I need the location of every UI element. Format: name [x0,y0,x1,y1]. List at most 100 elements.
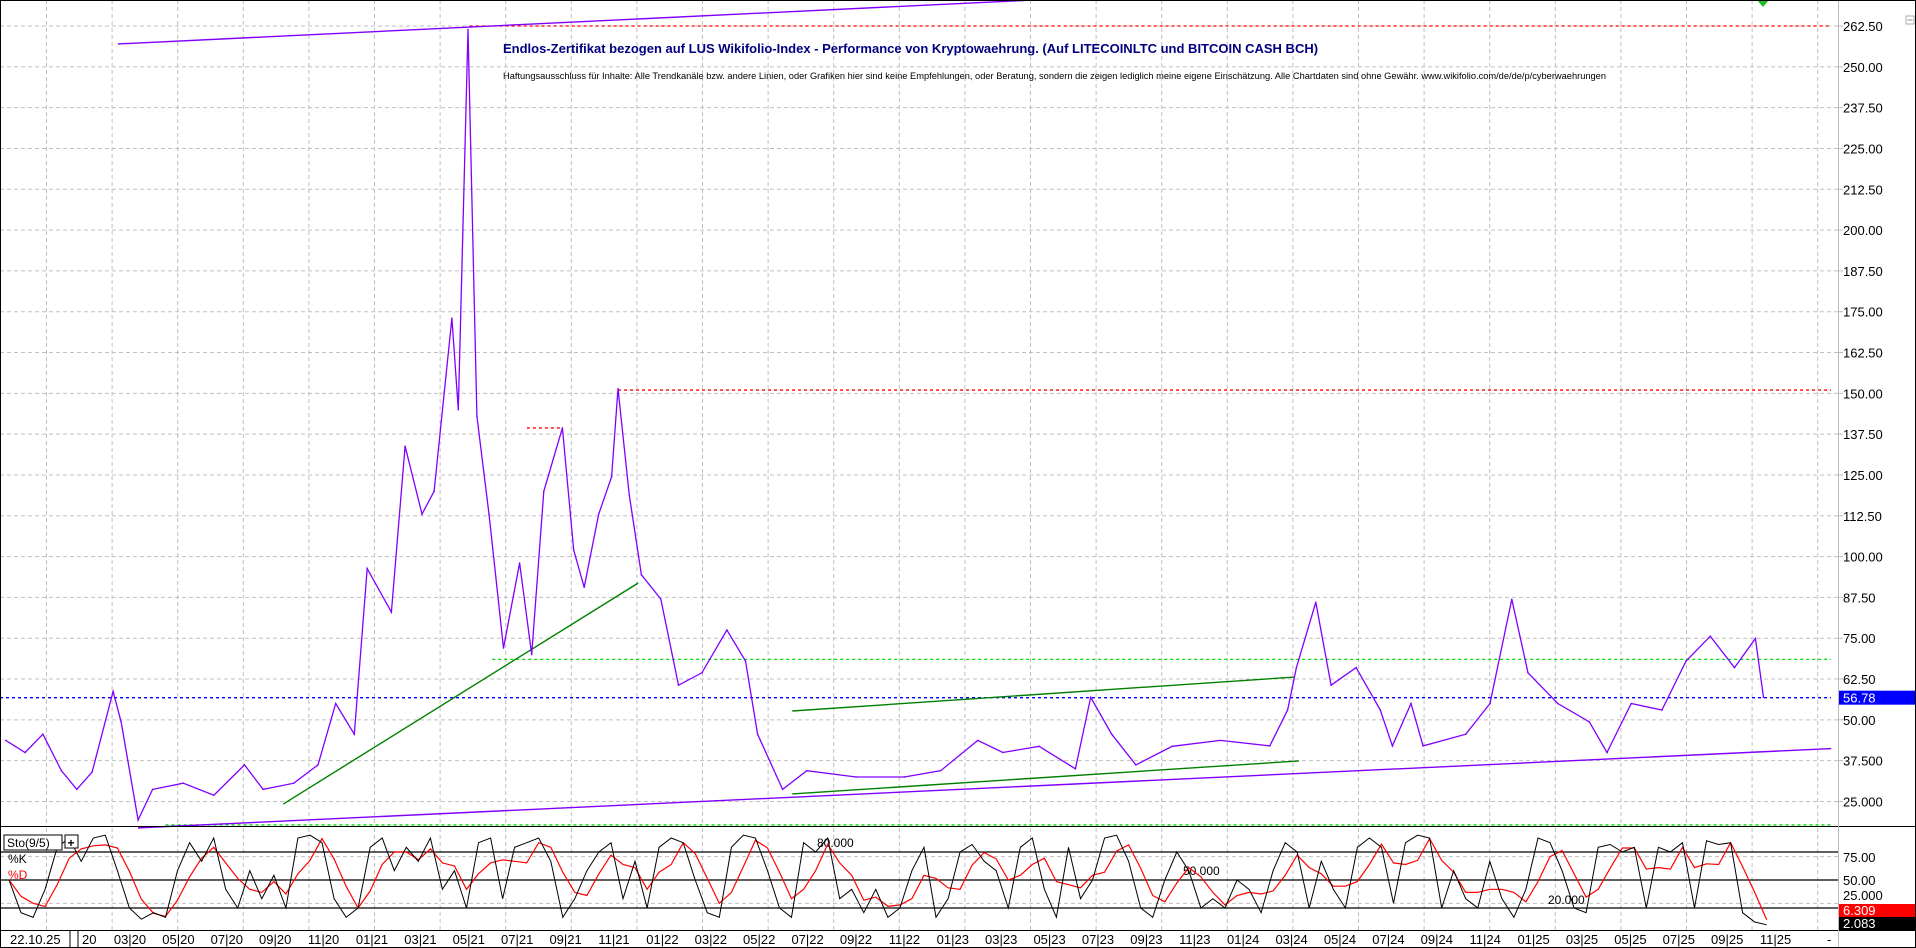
green-triangle-icon[interactable] [1757,0,1769,7]
y-tick-label: 162.50 [1843,346,1883,361]
y-tick-label: 200.00 [1843,223,1883,238]
x-tick-label: 05|25 [1614,932,1646,947]
x-tick-label: 07|25 [1663,932,1695,947]
last-price-label: 56.78 [1838,690,1916,706]
x-tick-label: 11|20 [308,932,339,947]
stoch-tick-label: 25.000 [1843,888,1883,903]
chart-disclaimer: Haftungsausschluss für Inhalte: Alle Tre… [503,71,1606,81]
indicator-label-box[interactable] [3,834,63,851]
collapse-button[interactable] [1905,15,1915,25]
price-point [903,776,906,778]
price-point [91,771,93,773]
price-point [457,408,460,411]
price-point [1762,696,1765,699]
price-point [75,788,78,791]
y-tick-label: 50.00 [1843,713,1876,728]
price-point [213,794,215,797]
price-point [1295,666,1298,669]
y-tick-label: 250.00 [1843,60,1883,75]
price-point [1606,751,1608,754]
price-point [353,733,356,735]
stoch-tick-label: 50.00 [1843,873,1876,888]
x-tick-label: 09|22 [840,932,872,947]
price-point [1330,684,1332,687]
price-point [292,782,295,784]
price-point [137,819,139,821]
price-point [476,415,478,417]
price-point [572,549,575,551]
x-tick-label: 11|23 [1179,932,1210,947]
time-axis: 22.10.25 20 03|20 05|20 07|20 09|20 11|20 01|21… [10,931,1831,948]
trendline [792,760,1299,795]
x-tick-label: 01|25 [1517,932,1549,947]
price-point [1527,671,1529,674]
grid [0,0,1838,930]
x-tick-label: 03|21 [404,932,436,947]
x-tick-label: 07|23 [1082,932,1114,947]
price-point [1355,666,1357,669]
x-tick-label: 09|21 [549,932,581,947]
price-point [744,660,747,662]
price-point [1089,696,1092,699]
price-point [530,653,533,656]
price-point [561,427,564,429]
x-tick-label: - [1827,932,1831,947]
price-point [1219,739,1222,742]
stoch-d-line [8,837,1768,921]
price-axis: 25.000 37.500 50.00 62.50 75.00 87.50 100.00 11… [1838,19,1883,809]
x-tick-label: 07|22 [791,932,823,947]
price-point [1391,745,1394,747]
last-d-box [1838,904,1916,917]
price-point [1379,709,1382,711]
stoch-k-line [8,834,1767,926]
price-point [1074,767,1077,770]
price-point [1511,598,1513,601]
add-indicator-button[interactable] [64,834,79,849]
trendline [282,582,639,805]
y-tick-label: 137.50 [1843,427,1883,442]
stochastic-panel: 80.000 50.000 20.000 75.00 50.0025.0006.3092… [0,834,1916,931]
price-point [433,490,435,493]
price-point [597,513,600,515]
last-k-value: 2.083 [1843,916,1876,931]
price-point [24,751,26,754]
x-tick-label: 07|21 [501,932,533,947]
price-point [1171,745,1174,748]
price-point [4,739,7,742]
x-tick-label: 03|20 [114,932,146,947]
price-point [1135,764,1137,766]
price-point [805,769,808,772]
x-tick-label: 05|22 [743,932,775,947]
x-tick-label: 03|24 [1275,932,1307,947]
y-tick-label: 125.00 [1843,468,1883,483]
stoch-level-label: 80.000 [817,836,854,850]
y-tick-label: 175.00 [1843,305,1883,320]
price-series [4,28,1765,823]
indicator-name: Sto(9/5) [7,836,50,850]
price-point [726,629,728,631]
x-tick-label: 20 [82,932,96,947]
x-tick-label: 09|25 [1711,932,1743,947]
x-tick-label: 05|21 [453,932,485,947]
price-point [390,611,393,613]
price-point [781,788,784,791]
price-point [404,445,406,448]
price-point [151,788,154,791]
price-point [334,702,337,705]
x-tick-label: 11|24 [1470,932,1501,947]
price-point [1557,702,1559,705]
y-tick-label: 87.50 [1843,590,1876,605]
price-point [756,733,759,735]
x-tick-label: 07|24 [1372,932,1404,947]
y-tick-label: 100.00 [1843,550,1883,565]
price-point [112,690,114,693]
last-price-value: 56.78 [1843,691,1876,706]
y-tick-label: 225.00 [1843,141,1883,156]
plus-icon: + [68,836,75,850]
price-point [1685,660,1687,662]
last-d-value: 6.309 [1843,903,1876,918]
y-tick-label: 62.50 [1843,672,1876,687]
price-point [939,769,942,772]
last-price-box [1838,690,1916,705]
